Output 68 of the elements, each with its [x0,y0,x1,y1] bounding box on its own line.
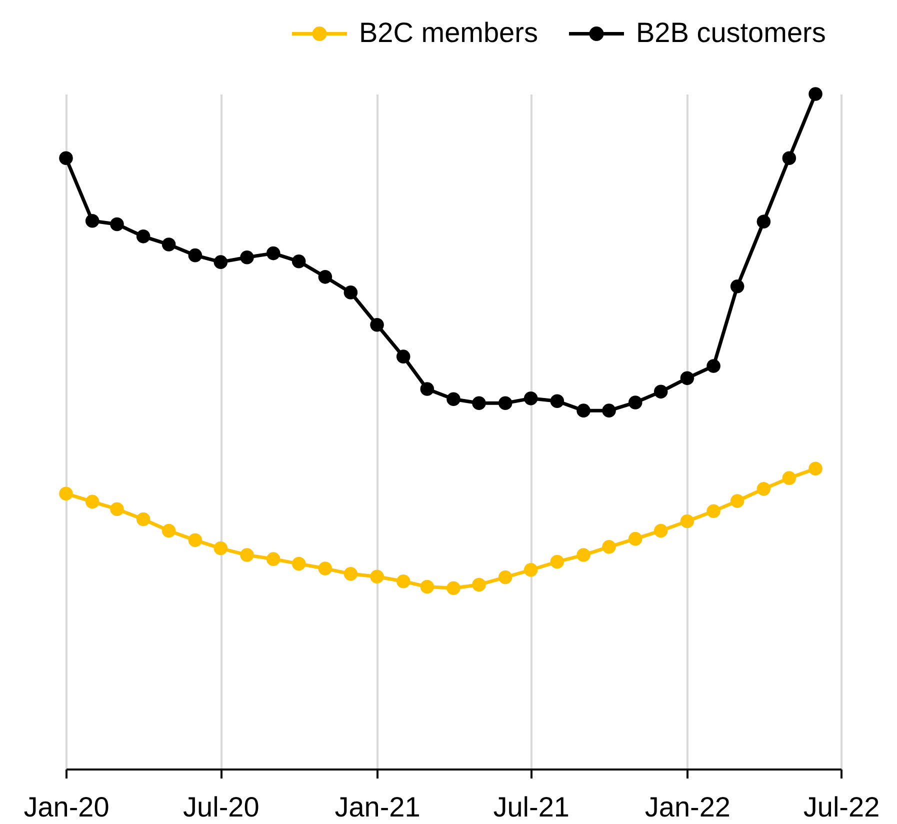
point [292,556,306,571]
point [498,570,512,584]
point [576,548,590,562]
x-tick-label: Jul-21 [493,792,570,822]
point [240,548,254,562]
point [420,382,434,396]
x-tick-label: Jul-20 [183,792,260,822]
point [318,270,332,284]
point [550,394,564,408]
point [162,238,176,252]
point [396,350,410,364]
point [730,279,744,294]
point [524,562,538,577]
point [628,396,642,410]
point [370,570,384,584]
point [292,254,306,268]
legend-label: B2B customers [636,16,826,48]
point [680,371,694,386]
point [344,286,358,300]
point [344,567,358,581]
point [59,151,73,166]
point [188,248,202,262]
point [266,246,280,260]
point [85,214,100,228]
point [654,384,668,399]
point [782,471,796,485]
point [524,392,538,406]
point [136,230,150,244]
point [602,404,616,418]
point [396,574,410,588]
point [706,359,720,373]
point [628,532,642,546]
legend-label: B2C members [359,16,538,48]
point [654,524,668,538]
point [602,540,616,554]
point [110,217,124,232]
point [756,482,771,496]
point [318,562,332,576]
point [110,502,124,516]
point [446,581,460,595]
point [370,318,384,332]
point [706,504,720,518]
point [498,396,512,410]
point [59,486,73,500]
point [472,396,486,410]
point [188,533,202,548]
point [162,524,176,538]
x-tick-label: Jul-22 [803,792,880,822]
x-tick-label: Jan-22 [644,792,730,822]
point [808,462,822,476]
point [680,514,694,528]
point [214,255,228,269]
point [446,392,460,406]
point [782,151,796,166]
point [576,404,590,418]
point [214,541,228,556]
point [136,512,150,526]
point [808,87,822,101]
point [756,214,771,228]
point [240,250,254,264]
point [550,554,564,569]
point [85,494,100,509]
x-tick-label: Jan-20 [24,792,110,822]
x-tick-label: Jan-21 [334,792,420,822]
point [472,578,486,592]
point [730,494,744,508]
point [420,580,434,594]
point [266,552,280,566]
